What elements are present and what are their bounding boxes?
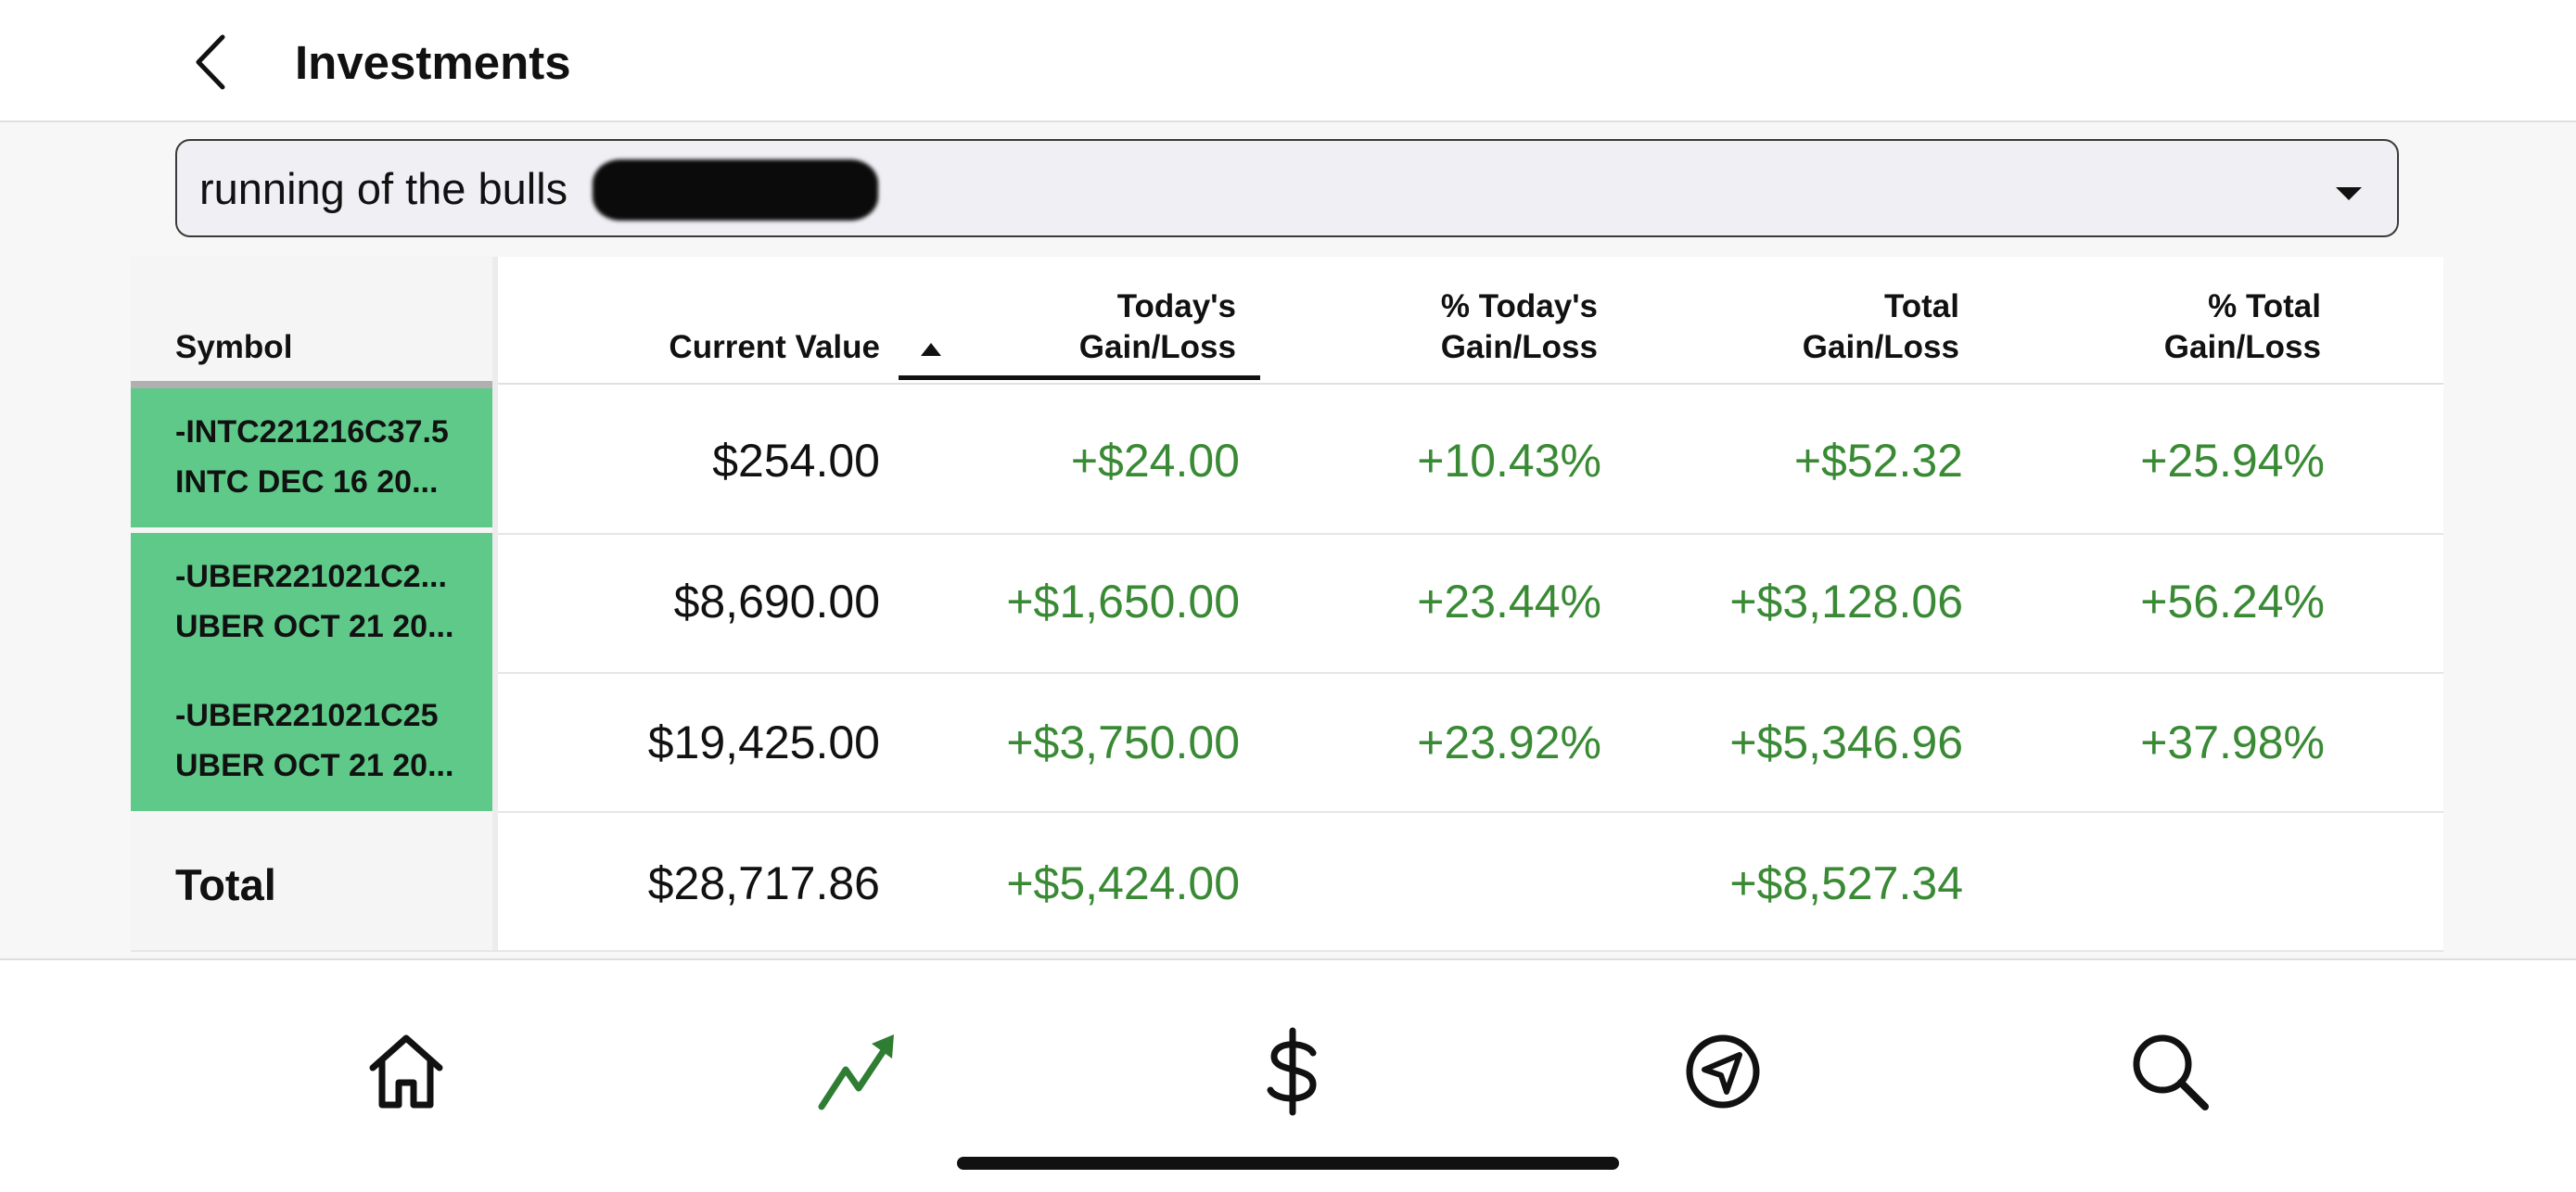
column-header-pct-todays-gain-line2[interactable]: Gain/Loss	[1440, 329, 1598, 365]
dollar-icon	[1267, 1027, 1317, 1116]
column-header-pct-total-gain-line1[interactable]: % Total	[2208, 288, 2321, 324]
symbol-code: -UBER221021C2...	[175, 559, 447, 594]
trend-chart-icon	[818, 1034, 894, 1110]
nav-search[interactable]	[2123, 1025, 2216, 1118]
holdings-table: Symbol Current Value Today's Gain/Loss %…	[131, 257, 2443, 952]
total-total-gain: +$8,527.34	[1729, 857, 1963, 909]
bottom-nav	[0, 958, 2576, 1192]
table-row-symbol[interactable]: -INTC221216C37.5 INTC DEC 16 20...	[131, 388, 492, 527]
column-divider	[492, 257, 498, 952]
search-icon	[2133, 1034, 2209, 1110]
current-value: $8,690.00	[673, 576, 880, 628]
header-divider	[498, 383, 2443, 385]
account-select-value: running of the bulls	[199, 164, 568, 213]
todays-gain-percent: +23.44%	[1417, 576, 1601, 628]
home-indicator[interactable]	[957, 1157, 1619, 1170]
top-bar: Investments	[0, 0, 2576, 122]
todays-gain: +$1,650.00	[1006, 576, 1240, 628]
column-header-total-gain-line2[interactable]: Gain/Loss	[1802, 329, 1959, 365]
account-select[interactable]: running of the bulls	[175, 139, 2399, 237]
row-divider	[498, 811, 2443, 813]
total-gain-percent: +56.24%	[2140, 576, 2325, 628]
column-header-symbol[interactable]: Symbol	[175, 329, 293, 365]
redacted-scribble	[593, 159, 878, 221]
dropdown-caret-icon	[2336, 187, 2362, 200]
sort-ascending-icon	[921, 343, 941, 356]
table-bottom-divider	[131, 950, 2443, 952]
symbol-description: UBER OCT 21 20...	[175, 748, 454, 783]
chevron-left-icon	[196, 34, 225, 90]
symbol-code: -INTC221216C37.5	[175, 414, 449, 450]
column-header-total-gain-line1[interactable]: Total	[1883, 288, 1959, 324]
symbol-description: UBER OCT 21 20...	[175, 609, 454, 644]
todays-gain: +$24.00	[1070, 435, 1240, 487]
current-value: $19,425.00	[647, 716, 880, 768]
data-area	[498, 257, 2443, 952]
todays-gain: +$3,750.00	[1006, 716, 1240, 768]
nav-transfer[interactable]	[1246, 1025, 1339, 1118]
symbol-header-divider	[131, 381, 492, 388]
column-header-current-value[interactable]: Current Value	[669, 329, 880, 365]
table-row-symbol[interactable]: -UBER221021C25 UBER OCT 21 20...	[131, 672, 492, 811]
home-icon	[369, 1034, 443, 1109]
page-title: Investments	[295, 36, 571, 89]
column-header-pct-total-gain-line2[interactable]: Gain/Loss	[2163, 329, 2321, 365]
row-divider	[498, 672, 2443, 674]
current-value: $254.00	[712, 435, 880, 487]
symbol-code: -UBER221021C25	[175, 698, 439, 733]
total-label: Total	[175, 860, 276, 909]
total-gain: +$3,128.06	[1729, 576, 1963, 628]
total-gain: +$5,346.96	[1729, 716, 1963, 768]
navigate-icon	[1686, 1034, 1760, 1109]
symbol-description: INTC DEC 16 20...	[175, 464, 439, 500]
sort-indicator-underline	[899, 375, 1260, 380]
nav-investments[interactable]	[809, 1025, 901, 1118]
column-header-pct-todays-gain-line1[interactable]: % Today's	[1440, 288, 1598, 324]
column-header-todays-gain-line1[interactable]: Today's	[1116, 288, 1236, 324]
total-gain-percent: +37.98%	[2140, 716, 2325, 768]
back-button[interactable]	[185, 32, 241, 93]
todays-gain-percent: +23.92%	[1417, 716, 1601, 768]
total-current-value: $28,717.86	[647, 857, 880, 909]
total-gain: +$52.32	[1793, 435, 1963, 487]
table-row-symbol[interactable]: -UBER221021C2... UBER OCT 21 20...	[131, 533, 492, 672]
column-header-todays-gain-line2[interactable]: Gain/Loss	[1078, 329, 1236, 365]
nav-home[interactable]	[360, 1025, 453, 1118]
nav-navigate[interactable]	[1677, 1025, 1769, 1118]
total-gain-percent: +25.94%	[2140, 435, 2325, 487]
row-divider	[498, 533, 2443, 535]
total-todays-gain: +$5,424.00	[1006, 857, 1240, 909]
todays-gain-percent: +10.43%	[1417, 435, 1601, 487]
